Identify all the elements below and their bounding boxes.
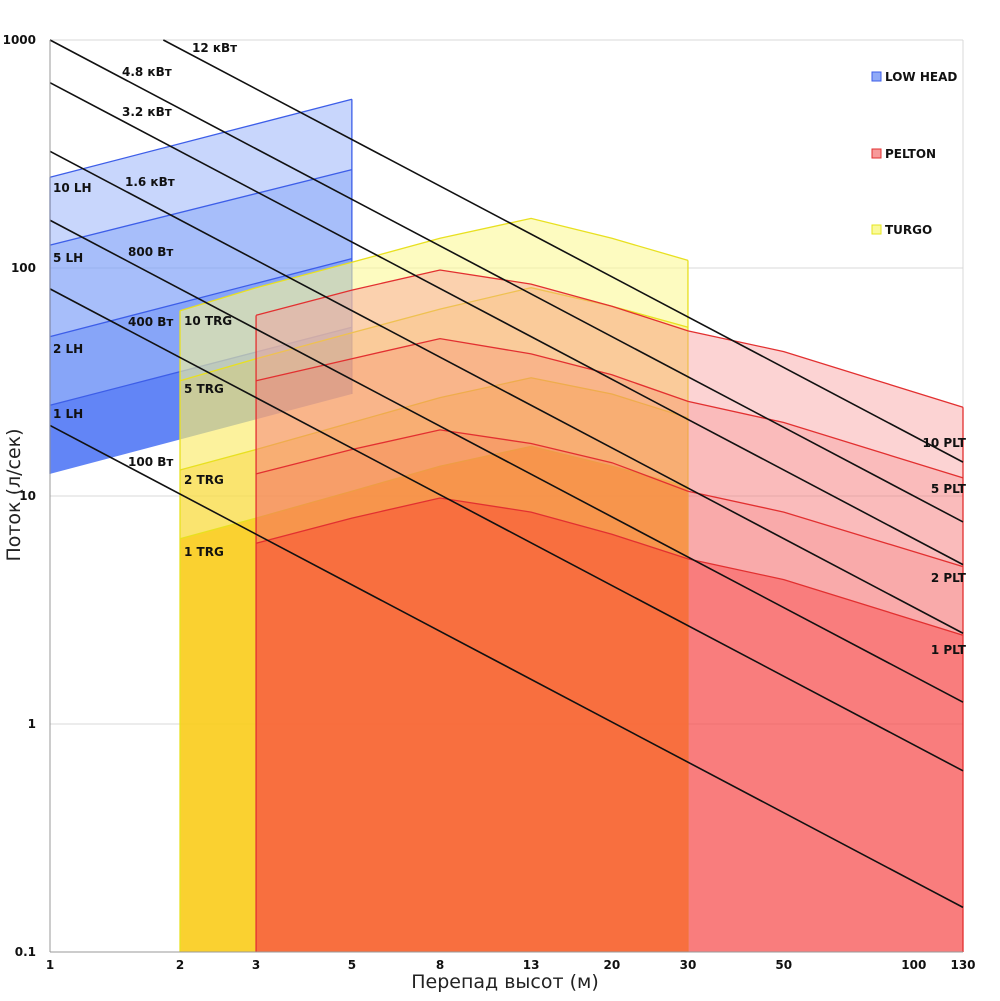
legend: LOW HEAD PELTON TURGO	[871, 70, 957, 237]
series-labels: 12 кВт 4.8 кВт 3.2 кВт 1.6 кВт 800 Вт 400 Вт 1…	[53, 41, 967, 657]
y-tick-1000: 1000	[3, 33, 36, 47]
y-tick-10: 10	[19, 489, 36, 503]
y-tick-0-1: 0.1	[15, 945, 36, 959]
x-tick-30: 30	[680, 958, 697, 972]
plt-band-1-plt	[256, 498, 964, 952]
power-label-12-квт: 12 кВт	[192, 41, 237, 55]
power-label-100-вт: 100 Вт	[128, 455, 173, 469]
lh-label-1-lh: 1 LH	[53, 407, 83, 421]
trg-band-10-trg	[180, 218, 688, 381]
plt-band-edge-2-plt	[255, 429, 964, 568]
x-tick-50: 50	[775, 958, 792, 972]
x-axis-title: Перепад высот (м)	[411, 971, 599, 993]
x-tick-100: 100	[901, 958, 926, 972]
y-axis-title: Поток (л/сек)	[3, 428, 25, 561]
lh-label-5-lh: 5 LH	[53, 251, 83, 265]
plt-band-5-plt	[256, 338, 964, 567]
power-label-1-6-квт: 1.6 кВт	[125, 175, 175, 189]
x-tick-1: 1	[46, 958, 54, 972]
power-line-1-6-квт	[49, 150, 964, 634]
trg-band-edge-10-trg	[179, 217, 689, 312]
x-tick-3: 3	[252, 958, 260, 972]
plt-label-1-plt: 1 PLT	[931, 643, 967, 657]
plt-band-edge-10-plt	[255, 269, 964, 408]
legend-swatch-turgo	[871, 224, 882, 235]
y-tick-100: 100	[11, 261, 36, 275]
legend-label-pelton: PELTON	[885, 147, 936, 161]
legend-swatch-low-head	[871, 71, 882, 82]
plt-label-10-plt: 10 PLT	[922, 436, 966, 450]
plt-label-5-plt: 5 PLT	[931, 482, 967, 496]
plt-band-edge-1-plt	[255, 497, 964, 636]
x-tick-5: 5	[348, 958, 356, 972]
lh-band-edge-5-lh	[49, 168, 353, 246]
lh-label-10-lh: 10 LH	[53, 181, 92, 195]
power-label-800-вт: 800 Вт	[128, 245, 173, 259]
plt-band-2-plt	[256, 429, 964, 636]
trg-label-5-trg: 5 TRG	[184, 382, 224, 396]
pelton-areas	[255, 269, 964, 952]
power-line-3-2-квт	[49, 81, 964, 566]
lh-label-2-lh: 2 LH	[53, 342, 83, 356]
lh-band-5-lh	[50, 169, 352, 337]
power-line-400-вт	[49, 288, 964, 772]
power-lines	[49, 39, 964, 909]
power-line-4-8-квт	[49, 39, 964, 523]
power-label-3-2-квт: 3.2 кВт	[122, 105, 172, 119]
x-tick-130: 130	[950, 958, 975, 972]
trg-label-1-trg: 1 TRG	[184, 545, 224, 559]
x-tick-13: 13	[523, 958, 540, 972]
x-tick-8: 8	[436, 958, 444, 972]
y-tick-1: 1	[28, 717, 36, 731]
power-line-12-квт	[162, 39, 964, 463]
power-line-100-вт	[49, 424, 964, 909]
plt-label-2-plt: 2 PLT	[931, 571, 967, 585]
axes: 1000 100 10 1 0.1 1 2 3 5 8 13 20 30 50 100 130	[3, 33, 976, 972]
power-line-800-вт	[49, 219, 964, 703]
lh-band-edge-2-lh	[49, 257, 353, 338]
legend-label-low-head: LOW HEAD	[885, 70, 957, 84]
x-tick-20: 20	[604, 958, 621, 972]
legend-label-turgo: TURGO	[885, 223, 932, 237]
trg-label-2-trg: 2 TRG	[184, 473, 224, 487]
power-label-4-8-квт: 4.8 кВт	[122, 65, 172, 79]
x-tick-2: 2	[176, 958, 184, 972]
lh-band-10-lh	[50, 99, 352, 246]
power-label-400-вт: 400 Вт	[128, 315, 173, 329]
trg-label-10-trg: 10 TRG	[184, 314, 232, 328]
legend-swatch-pelton	[871, 148, 882, 159]
